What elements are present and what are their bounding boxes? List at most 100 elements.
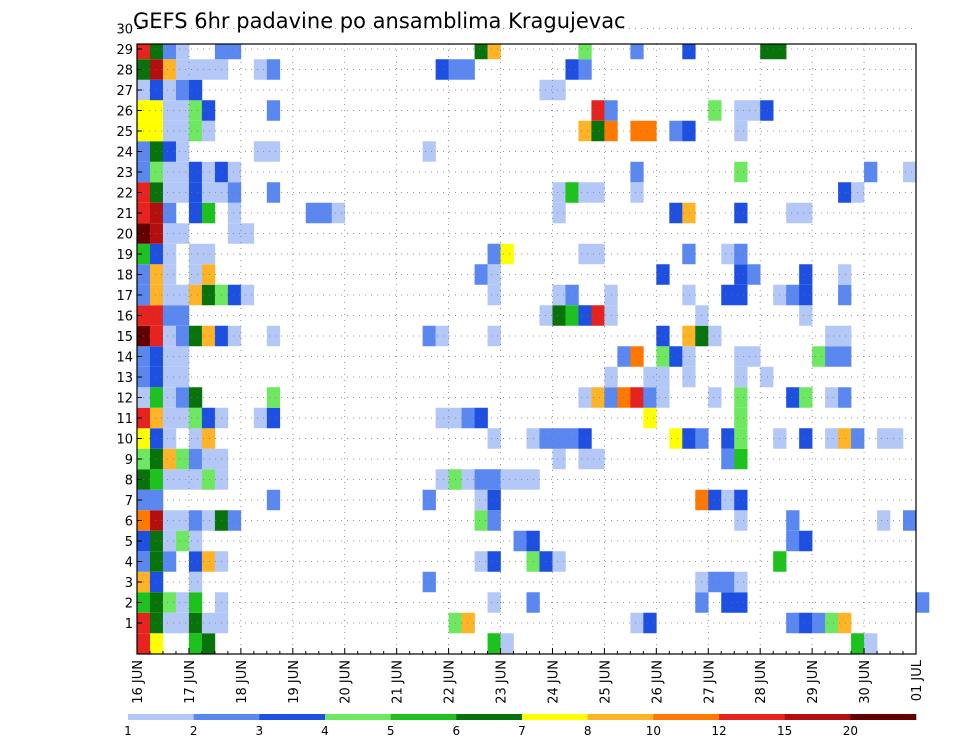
x-tick-label: 29 JUN: [806, 660, 821, 704]
heatmap-cell: [474, 489, 488, 511]
heatmap-cell: [162, 202, 177, 224]
heatmap-cell: [422, 571, 436, 593]
heatmap-cell: [487, 428, 501, 449]
heatmap-cell: [669, 346, 683, 367]
heatmap-cell: [630, 387, 644, 408]
heatmap-cell: [838, 346, 852, 367]
heatmap-cell: [149, 612, 164, 634]
heatmap-cell: [552, 448, 566, 470]
heatmap-cell: [656, 346, 670, 367]
heatmap-cell: [188, 633, 203, 654]
heatmap-cell: [188, 407, 203, 429]
y-tick-label: 19: [116, 248, 133, 263]
legend-swatch: [850, 714, 917, 720]
heatmap-cell: [201, 469, 216, 490]
heatmap-cell: [240, 284, 255, 306]
legend-swatch: [653, 714, 720, 720]
y-tick-label: 25: [116, 125, 133, 140]
heatmap-cell: [188, 612, 203, 634]
heatmap-cell: [149, 79, 164, 101]
heatmap-cell: [201, 182, 216, 203]
heatmap-cell: [591, 182, 605, 203]
heatmap-cell: [643, 407, 657, 429]
heatmap-cell: [162, 448, 177, 470]
heatmap-cell: [149, 346, 164, 367]
heatmap-cell: [734, 120, 748, 142]
heatmap-cell: [565, 182, 579, 203]
heatmap-cell: [734, 387, 748, 408]
heatmap-cell: [266, 489, 281, 511]
heatmap-cell: [578, 448, 592, 470]
heatmap-cell: [201, 633, 216, 654]
heatmap-cell: [175, 44, 190, 60]
heatmap-cell: [487, 551, 501, 572]
legend-swatch: [784, 714, 851, 720]
x-tick-label: 21 JUN: [391, 660, 406, 704]
heatmap-cell: [487, 469, 501, 490]
heatmap-cell: [708, 571, 722, 593]
heatmap-cell: [487, 592, 501, 613]
y-tick-label: 1: [125, 617, 133, 632]
heatmap-cell: [838, 182, 852, 203]
heatmap-cell: [175, 141, 190, 162]
x-tick-label: 27 JUN: [702, 660, 717, 704]
heatmap-cell: [461, 469, 475, 490]
heatmap-cell: [162, 223, 177, 244]
legend-label: 5: [387, 724, 395, 738]
heatmap-cell: [149, 44, 164, 60]
heatmap-cell: [591, 387, 605, 408]
heatmap-cell: [578, 428, 592, 449]
heatmap-cell: [188, 571, 203, 593]
heatmap-cell: [149, 223, 164, 244]
heatmap-cell: [825, 387, 839, 408]
heatmap-cell: [201, 325, 216, 347]
x-tick-label: 26 JUN: [650, 660, 665, 704]
x-tick-label: 30 JUN: [858, 660, 873, 704]
heatmap-cell: [201, 100, 216, 121]
heatmap-cell: [149, 571, 164, 593]
heatmap-cell: [175, 223, 190, 244]
heatmap-cell: [201, 284, 216, 306]
x-tick-label: 22 JUN: [443, 660, 458, 704]
heatmap-cell: [916, 592, 930, 613]
heatmap-cell: [591, 305, 605, 326]
x-tick-label: 16 JUN: [131, 660, 146, 704]
y-tick-label: 15: [116, 330, 133, 345]
heatmap-cell: [578, 44, 592, 60]
heatmap-cell: [227, 44, 242, 60]
legend-label: 2: [190, 724, 198, 738]
heatmap-cell: [162, 284, 177, 306]
heatmap-cell: [149, 59, 164, 80]
x-tick-label: 20 JUN: [339, 660, 354, 704]
heatmap-cell: [721, 428, 735, 449]
heatmap-cell: [149, 141, 164, 162]
heatmap-cell: [578, 243, 592, 265]
heatmap-cell: [734, 571, 748, 593]
heatmap-cell: [591, 448, 605, 470]
legend-swatch: [193, 714, 260, 720]
heatmap-cell: [734, 407, 748, 429]
heatmap-cell: [487, 44, 501, 60]
x-tick-label: 28 JUN: [754, 660, 769, 704]
heatmap-cell: [149, 489, 164, 511]
heatmap-cell: [175, 59, 190, 80]
x-tick-label: 24 JUN: [546, 660, 561, 704]
heatmap-cell: [162, 182, 177, 203]
heatmap-cell: [708, 387, 722, 408]
legend-label: 6: [453, 724, 461, 738]
heatmap-cell: [747, 264, 761, 285]
heatmap-cell: [162, 510, 177, 531]
heatmap-cell: [734, 592, 748, 613]
heatmap-cell: [552, 202, 566, 224]
heatmap-cell: [227, 202, 242, 224]
heatmap-cell: [162, 346, 177, 367]
heatmap-cell: [422, 325, 436, 347]
heatmap-cell: [149, 551, 164, 572]
heatmap-cell: [149, 448, 164, 470]
heatmap-cell: [201, 202, 216, 224]
heatmap-cell: [786, 387, 800, 408]
heatmap-cell: [149, 305, 164, 326]
y-tick-label: 16: [116, 310, 133, 325]
y-tick-label: 18: [116, 269, 133, 284]
legend-swatch: [390, 714, 457, 720]
